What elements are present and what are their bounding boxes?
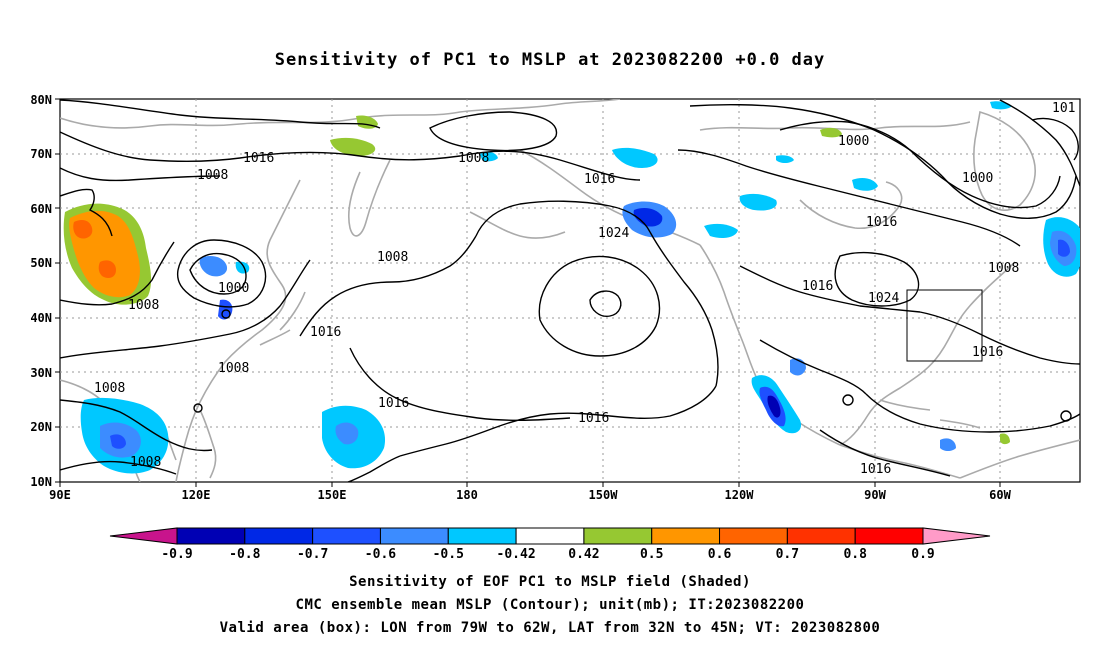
lat-label: 30N xyxy=(30,366,52,380)
isobar-label: 1016 xyxy=(972,345,1003,360)
sensitivity-shading xyxy=(63,101,1080,474)
lon-label: 60W xyxy=(989,488,1011,502)
isobar-labels: 1016 1008 1008 1008 1016 1024 1016 1000 … xyxy=(94,101,1075,477)
colorbar-label: 0.6 xyxy=(708,547,732,562)
lat-label: 10N xyxy=(30,475,52,489)
isobar-label: 1024 xyxy=(598,226,629,241)
caption-line-2: CMC ensemble mean MSLP (Contour); unit(m… xyxy=(295,597,805,613)
lon-label: 150E xyxy=(318,488,347,502)
lat-label: 40N xyxy=(30,311,52,325)
lat-label: 70N xyxy=(30,147,52,161)
isobar-label: 1016 xyxy=(243,151,274,166)
lat-label: 20N xyxy=(30,420,52,434)
isobar-label: 1008 xyxy=(130,455,161,470)
colorbar: -0.9 -0.8 -0.7 -0.6 -0.5 -0.42 0.42 0.5 0.6 0.7 0.… xyxy=(109,527,991,562)
valid-area-box xyxy=(906,289,983,362)
colorbar-swatch xyxy=(651,527,721,545)
lon-label: 120W xyxy=(725,488,755,502)
colorbar-swatch xyxy=(922,527,991,545)
lat-label: 50N xyxy=(30,256,52,270)
colorbar-label: 0.42 xyxy=(568,547,599,562)
axis-ticks xyxy=(55,98,1001,487)
colorbar-swatch xyxy=(176,527,246,545)
colorbar-label: -0.7 xyxy=(297,547,328,562)
isobar-label: 1008 xyxy=(377,250,408,265)
lon-label: 150W xyxy=(589,488,619,502)
isobar-label: 1016 xyxy=(378,396,409,411)
isobar-label: 1008 xyxy=(218,361,249,376)
isobar-label: 1008 xyxy=(128,298,159,313)
colorbar-label: 0.8 xyxy=(843,547,867,562)
colorbar-label: -0.42 xyxy=(497,547,536,562)
colorbar-label: 0.7 xyxy=(776,547,799,562)
isobar-label: 1008 xyxy=(197,168,228,183)
colorbar-swatch xyxy=(109,527,178,545)
isobar-label: 101 xyxy=(1052,101,1075,116)
lon-label: 90W xyxy=(864,488,886,502)
colorbar-swatch xyxy=(244,527,314,545)
colorbar-label: 0.5 xyxy=(640,547,663,562)
colorbar-label: -0.9 xyxy=(161,547,192,562)
isobar-label: 1000 xyxy=(962,171,993,186)
caption-line-1: Sensitivity of EOF PC1 to MSLP field (Sh… xyxy=(349,574,751,590)
colorbar-swatch xyxy=(719,527,788,545)
lat-label: 80N xyxy=(30,93,52,107)
latitude-labels: 80N 70N 60N 50N 40N 30N 20N 10N xyxy=(30,93,52,489)
isobar-label: 1016 xyxy=(310,325,341,340)
longitude-labels: 90E 120E 150E 180 150W 120W 90W 60W xyxy=(49,488,1011,502)
isobar-label: 1000 xyxy=(218,281,249,296)
colorbar-label: -0.6 xyxy=(365,547,396,562)
isobar-label: 1000 xyxy=(838,134,869,149)
isobar-label: 1016 xyxy=(802,279,833,294)
isobar-label: 1016 xyxy=(860,462,891,477)
colorbar-swatch xyxy=(515,527,585,545)
isobar-label: 1008 xyxy=(458,151,489,166)
colorbar-label: -0.5 xyxy=(433,547,464,562)
caption-line-3: Valid area (box): LON from 79W to 62W, L… xyxy=(219,620,881,636)
isobar-label: 1016 xyxy=(866,215,897,230)
isobar-label: 1016 xyxy=(584,172,615,187)
colorbar-swatch xyxy=(312,527,381,545)
colorbar-label: -0.8 xyxy=(229,547,260,562)
isobar-label: 1008 xyxy=(94,381,125,396)
isobar-label: 1024 xyxy=(868,291,899,306)
isobar-label: 1016 xyxy=(578,411,609,426)
lat-label: 60N xyxy=(30,202,52,216)
page-title: Sensitivity of PC1 to MSLP at 2023082200… xyxy=(274,50,826,70)
isobar-label: 1008 xyxy=(988,261,1019,276)
colorbar-swatch xyxy=(447,527,517,545)
colorbar-swatch xyxy=(854,527,924,545)
colorbar-label: 0.9 xyxy=(911,547,934,562)
colorbar-swatch xyxy=(583,527,653,545)
mslp-contours xyxy=(60,99,1080,482)
lon-label: 90E xyxy=(49,488,71,502)
colorbar-swatch xyxy=(786,527,856,545)
lon-label: 180 xyxy=(456,488,478,502)
lon-label: 120E xyxy=(182,488,211,502)
colorbar-swatch xyxy=(379,527,449,545)
